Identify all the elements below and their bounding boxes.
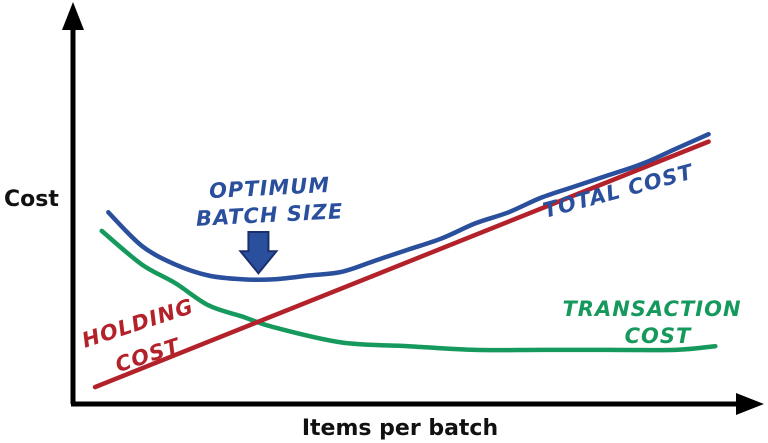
- y-axis-arrow: [62, 2, 84, 30]
- x-axis-label: Items per batch: [302, 416, 498, 441]
- axes: [62, 2, 764, 415]
- transaction-cost-label-line2: COST: [625, 324, 692, 348]
- optimum-annotation: OPTIMUM BATCH SIZE: [195, 173, 344, 275]
- x-axis-arrow: [736, 393, 764, 415]
- series-line-transaction-cost: [99, 228, 718, 353]
- down-arrow-icon: [238, 231, 279, 275]
- transaction-cost-label-line1: TRANSACTION: [562, 297, 741, 321]
- optimum-label-line1: OPTIMUM: [208, 173, 330, 203]
- series-line-total-cost: [106, 131, 711, 282]
- series-line-holding-cost: [92, 139, 711, 390]
- y-axis-label: Cost: [4, 187, 59, 212]
- series-lines: [92, 131, 718, 390]
- optimum-label-line2: BATCH SIZE: [195, 199, 343, 231]
